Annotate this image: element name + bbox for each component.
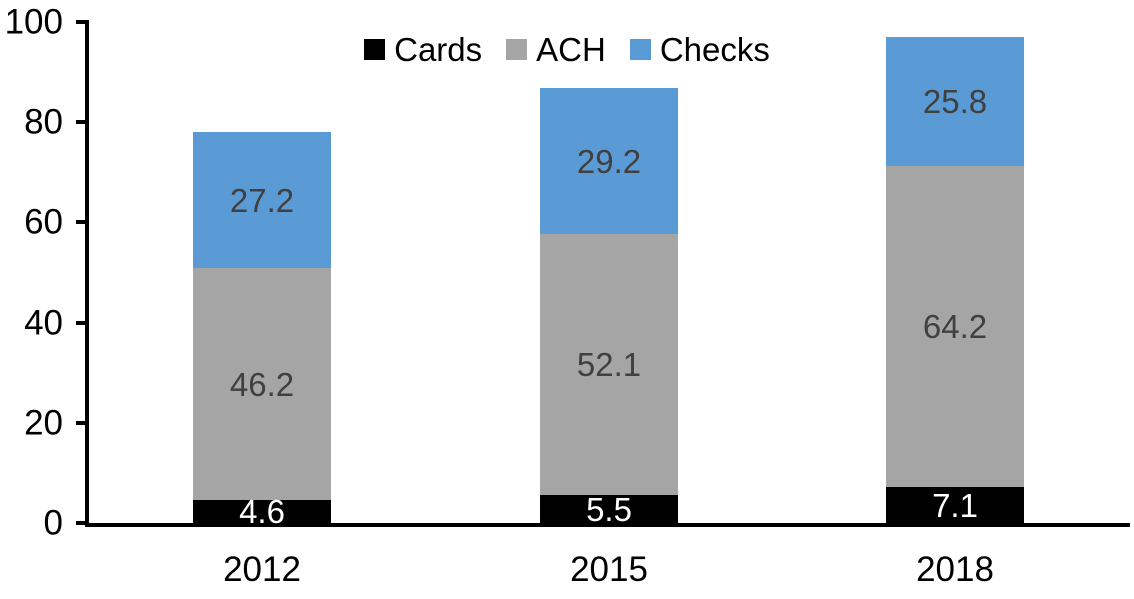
legend-item-cards: Cards [364,33,482,66]
y-axis-tick-label: 100 [4,2,63,42]
legend-item-checks: Checks [629,31,770,68]
bar-segment: 25.8 [886,36,1024,166]
y-axis-tick [76,120,88,125]
y-axis-tick [76,521,88,525]
y-axis-tick-label: 0 [43,503,63,543]
y-axis-tick [76,20,88,24]
y-axis-tick-label: 20 [24,403,63,443]
bar-segment-label: 46.2 [229,365,295,403]
x-axis-label: 2015 [570,550,648,589]
bar-segment: 64.2 [886,165,1024,488]
y-axis-tick-label: 40 [24,303,63,343]
bar-segment: 7.1 [886,487,1024,523]
bar-segment: 46.2 [193,268,331,500]
x-axis-label: 2018 [916,550,994,589]
y-axis-line [85,20,89,527]
legend-swatch-ach [506,39,528,60]
bar-group: 29.2 52.1 5.5 [540,88,678,528]
legend-item-ach: ACH [506,33,606,66]
bar-segment-label: 25.8 [922,82,988,120]
bar-segment-label: 52.1 [576,346,642,384]
legend-label-ach: ACH [536,31,606,68]
legend-label-cards: Cards [394,31,483,68]
bar-segment: 52.1 [540,234,678,496]
bar-segment-label: 7.1 [932,486,978,524]
bar-segment: 29.2 [540,88,678,235]
bar-segment: 5.5 [540,490,678,528]
y-axis-tick [76,320,88,325]
x-axis-line [85,523,1130,527]
bar-segment-label: 4.6 [239,492,285,530]
bar-segment-label: 64.2 [922,308,988,346]
bar-group: 25.8 64.2 7.1 [886,36,1024,523]
bar-segment-label: 29.2 [576,142,642,180]
legend-swatch-cards [364,39,386,60]
legend-label-checks: Checks [659,31,770,68]
y-axis-tick-label: 80 [24,102,63,142]
bar-segment: 27.2 [193,132,331,269]
legend-swatch-checks [629,39,651,60]
bar-segment-label: 5.5 [586,490,632,528]
bar-segment: 4.6 [193,495,331,528]
bar-segment-label: 27.2 [229,181,295,219]
y-axis-tick-label: 60 [24,202,63,242]
x-axis-label: 2012 [223,550,301,589]
bar-group: 27.2 46.2 4.6 [193,132,331,528]
legend: Cards ACH Checks [0,33,1134,66]
y-axis-tick [76,220,88,225]
y-axis-tick [76,420,88,425]
